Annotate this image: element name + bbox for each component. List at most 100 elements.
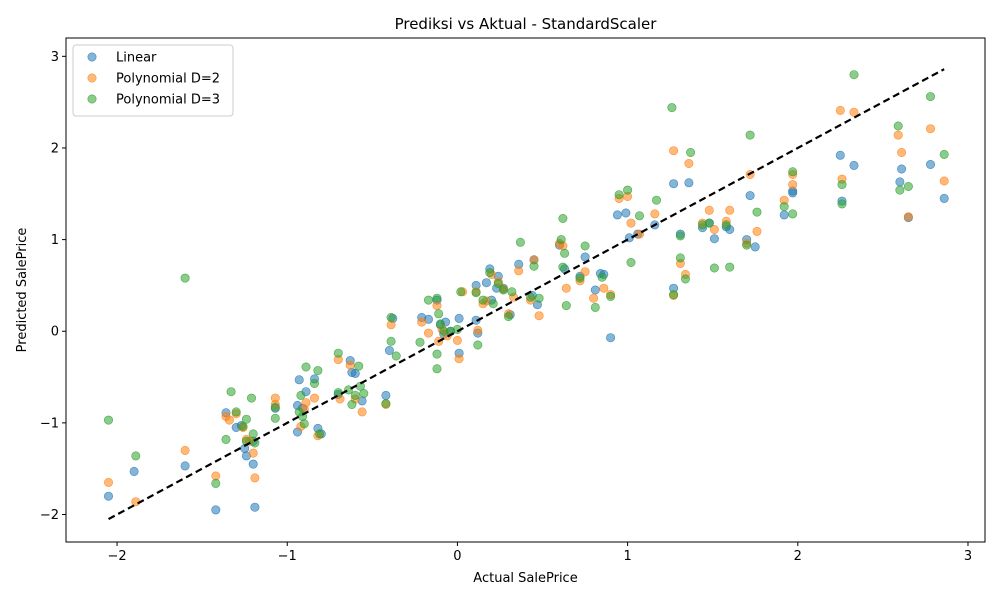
data-point [675, 231, 685, 241]
y-tick-label: 1 [51, 233, 59, 248]
data-point [343, 385, 353, 395]
data-point [675, 253, 685, 263]
data-point [471, 315, 481, 325]
data-point [423, 295, 433, 305]
data-point [779, 210, 789, 220]
data-point [313, 366, 323, 376]
data-point [211, 478, 221, 488]
data-point [725, 205, 735, 215]
data-point [669, 146, 679, 156]
data-point [597, 272, 607, 282]
data-point [939, 149, 949, 159]
data-point [417, 317, 427, 327]
data-point [315, 429, 325, 439]
data-point [709, 263, 719, 273]
x-tick-label: −2 [107, 549, 126, 564]
data-point [752, 226, 762, 236]
y-axis-ticks: −2 −1 0 1 2 3 [40, 50, 66, 523]
data-point [270, 413, 280, 423]
data-point [488, 299, 498, 309]
data-point [561, 283, 571, 293]
y-tick-label: −2 [40, 508, 59, 523]
data-point [925, 92, 935, 102]
y-tick-label: 0 [51, 325, 59, 340]
data-point [606, 291, 616, 301]
data-point [895, 177, 905, 187]
data-point [575, 273, 585, 283]
data-point [503, 312, 513, 322]
data-point [350, 368, 360, 378]
data-point [248, 429, 258, 439]
data-point [294, 375, 304, 385]
data-point [667, 103, 677, 113]
data-point [432, 349, 442, 359]
data-point [415, 337, 425, 347]
data-point [788, 209, 798, 219]
data-point [224, 415, 234, 425]
data-point [180, 445, 190, 455]
data-point [599, 283, 609, 293]
data-point [580, 267, 590, 277]
data-point [309, 378, 319, 388]
data-point [180, 461, 190, 471]
data-point [725, 262, 735, 272]
data-point [104, 491, 114, 501]
data-point [386, 336, 396, 346]
data-point [556, 235, 566, 245]
data-point [248, 448, 258, 458]
legend-label: Linear [116, 51, 157, 66]
data-point [650, 209, 660, 219]
data-point [247, 393, 257, 403]
data-point [129, 466, 139, 476]
data-point [606, 333, 616, 343]
data-point [893, 130, 903, 140]
legend-label: Polynomial D=2 [116, 72, 220, 87]
data-point [131, 451, 141, 461]
data-point [481, 278, 491, 288]
data-point [580, 241, 590, 251]
x-tick-label: 3 [964, 549, 972, 564]
y-tick-label: −1 [40, 416, 59, 431]
data-point [299, 419, 309, 429]
data-point [534, 293, 544, 303]
data-point [634, 211, 644, 221]
data-point [837, 180, 847, 190]
data-point [849, 70, 859, 80]
legend-label: Polynomial D=3 [116, 93, 220, 108]
data-point [893, 121, 903, 131]
data-point [250, 473, 260, 483]
data-point [651, 195, 661, 205]
data-point [473, 340, 483, 350]
data-point [221, 434, 231, 444]
data-point [250, 502, 260, 512]
data-point [456, 287, 466, 297]
data-point [211, 505, 221, 515]
legend-marker [87, 52, 97, 62]
data-point [558, 262, 568, 272]
data-point [454, 313, 464, 323]
data-point [589, 293, 599, 303]
data-point [301, 398, 311, 408]
data-point [493, 279, 503, 289]
data-point [296, 390, 306, 400]
data-point [384, 345, 394, 355]
legend: Linear Polynomial D=2 Polynomial D=3 [72, 44, 234, 117]
x-axis-ticks: −2 −1 0 1 2 3 [107, 542, 972, 564]
data-point [903, 212, 913, 222]
data-point [180, 273, 190, 283]
data-point [750, 242, 760, 252]
legend-item: Linear [87, 51, 157, 66]
data-point [423, 328, 433, 338]
data-point [104, 477, 114, 487]
data-point [752, 207, 762, 217]
data-point [231, 407, 241, 417]
data-point [104, 415, 114, 425]
chart-title: Prediksi vs Aktual - StandardScaler [395, 15, 658, 33]
data-point [621, 208, 631, 218]
data-point [895, 185, 905, 195]
data-point [345, 360, 355, 370]
data-point [452, 335, 462, 345]
legend-item: Polynomial D=3 [87, 93, 220, 108]
data-point [925, 160, 935, 170]
data-point [704, 205, 714, 215]
